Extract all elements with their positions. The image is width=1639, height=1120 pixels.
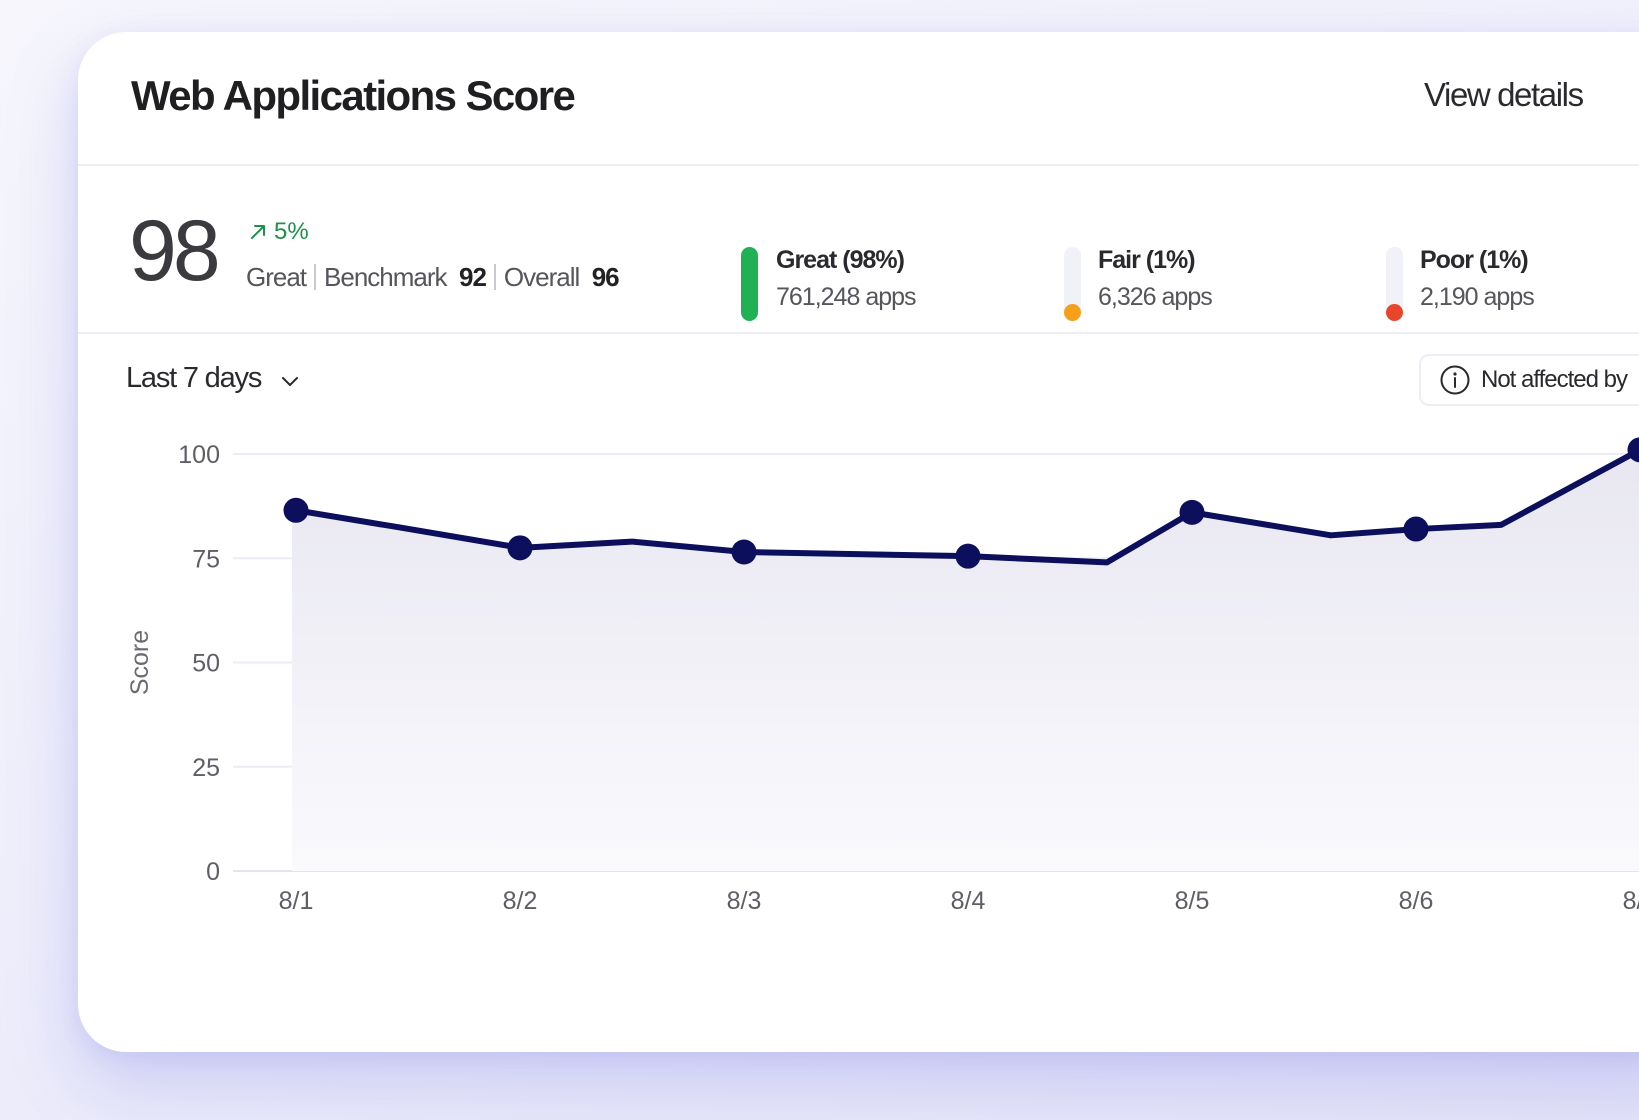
card-title: Web Applications Score bbox=[131, 72, 576, 119]
view-details-link[interactable]: View details bbox=[1424, 76, 1584, 113]
legend-poor-name: Poor (1%) bbox=[1420, 246, 1529, 274]
info-icon bbox=[1440, 365, 1470, 395]
date-range-dropdown[interactable]: Last 7 days bbox=[126, 362, 301, 395]
data-point-marker[interactable] bbox=[1403, 516, 1429, 542]
data-point-marker[interactable] bbox=[283, 497, 309, 523]
x-tick-label: 8/4 bbox=[951, 887, 986, 915]
x-tick-label: 8/5 bbox=[1175, 887, 1210, 915]
chart-labels: 0 25 50 75 100 8/1 8/2 8/3 8/4 8/5 8/6 8/7 Score bbox=[126, 441, 1639, 915]
overall-value: 96 bbox=[591, 262, 620, 292]
info-notice-button[interactable]: Not affected by bbox=[1419, 354, 1639, 406]
y-tick-label: 25 bbox=[192, 754, 220, 782]
area-fill bbox=[292, 450, 1639, 871]
chart-line bbox=[293, 447, 1639, 566]
legend-fair-count: 6,326 apps bbox=[1098, 283, 1213, 311]
data-point-marker[interactable] bbox=[955, 543, 981, 569]
rating-label: Great bbox=[246, 262, 307, 292]
poor-indicator-dot bbox=[1386, 304, 1403, 321]
data-point-marker[interactable] bbox=[731, 539, 757, 565]
legend-poor-count: 2,190 apps bbox=[1420, 283, 1535, 311]
overall-label: Overall bbox=[503, 262, 580, 292]
x-tick-label: 8/6 bbox=[1399, 887, 1434, 915]
trend-indicator: 5% bbox=[248, 218, 309, 246]
current-score: 98 bbox=[129, 203, 221, 299]
legend-great-name: Great (98%) bbox=[776, 246, 905, 274]
x-tick-label: 8/1 bbox=[279, 887, 314, 915]
fair-indicator-bar bbox=[1064, 247, 1081, 321]
data-point-marker[interactable] bbox=[507, 535, 533, 561]
legend-great-count: 761,248 apps bbox=[776, 283, 917, 311]
card-header: Web Applications Score View details bbox=[78, 32, 1639, 166]
notice-text: Not affected by bbox=[1481, 366, 1628, 393]
date-range-label: Last 7 days bbox=[126, 362, 262, 394]
score-line-chart: 0 25 50 75 100 8/1 8/2 8/3 8/4 8/5 8/6 8/7 Score bbox=[126, 437, 1639, 915]
legend-fair-name: Fair (1%) bbox=[1098, 246, 1196, 274]
x-tick-label: 8/3 bbox=[727, 887, 762, 915]
score-meta: Great Benchmark 92 Overall 96 bbox=[246, 262, 620, 293]
x-tick-label: 8/7 bbox=[1623, 887, 1639, 915]
x-tick-label: 8/2 bbox=[503, 887, 538, 915]
benchmark-label: Benchmark bbox=[324, 262, 447, 292]
data-point-marker[interactable] bbox=[1627, 437, 1639, 463]
y-tick-label: 50 bbox=[192, 650, 220, 678]
y-tick-label: 75 bbox=[192, 545, 220, 573]
score-series-line bbox=[293, 447, 1639, 566]
trend-value: 5% bbox=[274, 218, 309, 245]
y-tick-label: 0 bbox=[206, 858, 220, 886]
chart-area bbox=[292, 450, 1639, 871]
y-axis-label: Score bbox=[126, 630, 154, 695]
score-summary: 98 5% Great Benchmark 92 Overall 96 Great … bbox=[78, 166, 1639, 334]
chevron-down-icon bbox=[282, 376, 299, 386]
great-indicator-bar bbox=[741, 247, 758, 321]
poor-indicator-bar bbox=[1386, 247, 1403, 321]
fair-indicator-dot bbox=[1064, 304, 1081, 321]
data-point-marker[interactable] bbox=[1179, 499, 1205, 525]
web-applications-score-card: Web Applications Score View details 98 5… bbox=[78, 32, 1639, 1052]
divider bbox=[314, 264, 317, 290]
benchmark-value: 92 bbox=[458, 262, 487, 292]
y-tick-label: 100 bbox=[178, 441, 220, 469]
chart-markers bbox=[283, 437, 1639, 569]
divider bbox=[493, 264, 496, 290]
arrow-up-right-icon bbox=[251, 225, 265, 239]
